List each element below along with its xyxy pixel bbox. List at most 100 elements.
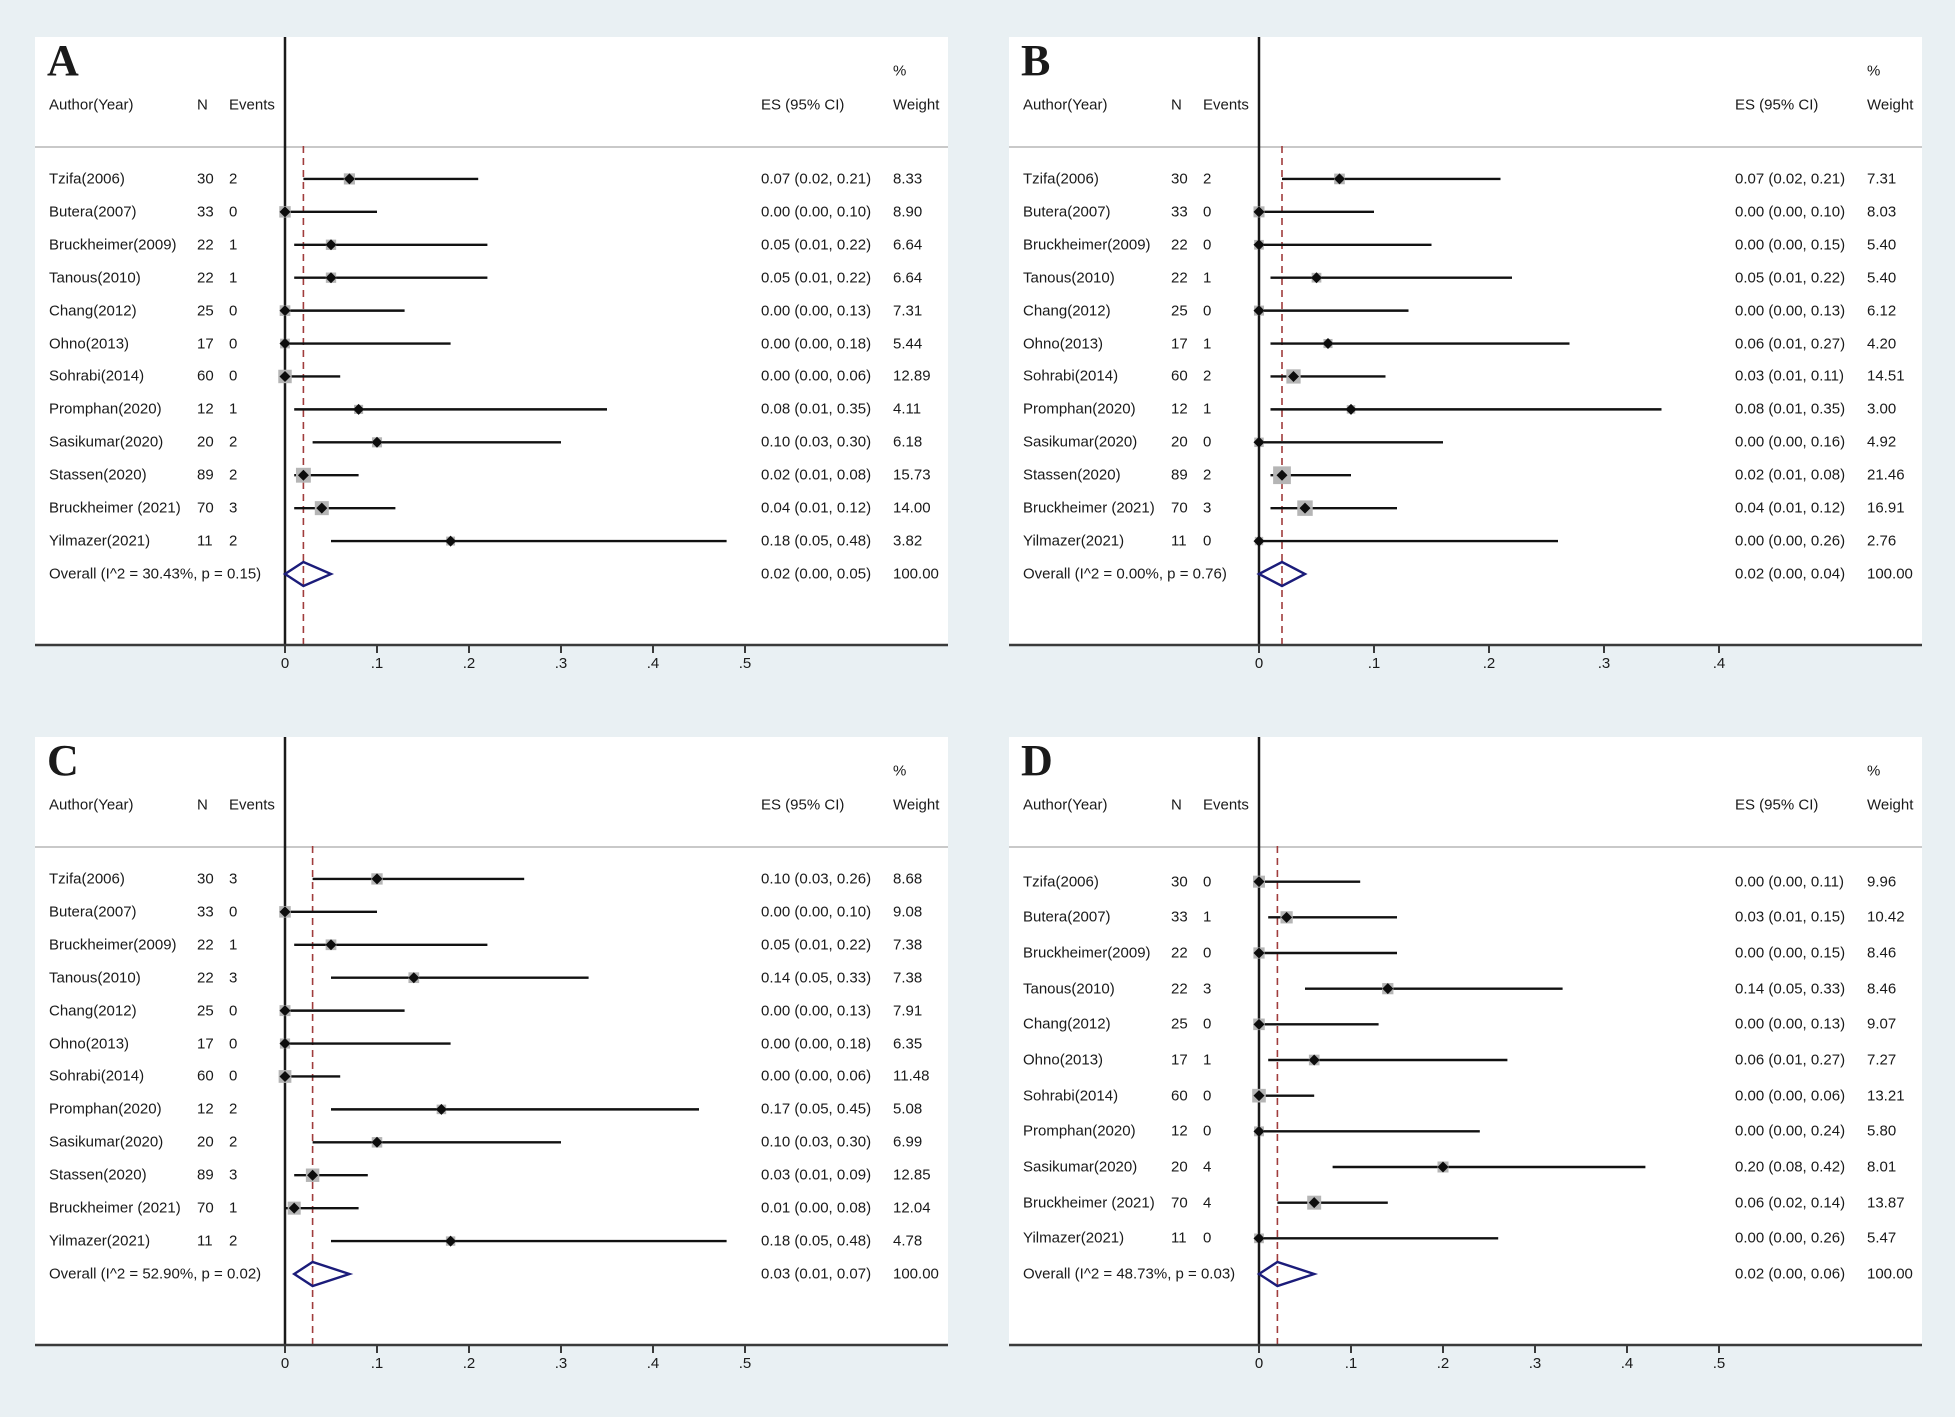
study-n: 33: [1171, 908, 1188, 926]
study-author: Bruckheimer (2021): [49, 499, 181, 517]
study-n: 17: [1171, 1051, 1188, 1069]
study-weight: 7.27: [1867, 1051, 1897, 1069]
study-n: 25: [1171, 302, 1188, 320]
study-weight: 8.33: [893, 170, 923, 188]
study-author: Bruckheimer(2009): [49, 936, 177, 954]
study-weight: 6.18: [893, 433, 923, 451]
study-n: 22: [1171, 269, 1188, 287]
study-n: 12: [197, 1100, 214, 1118]
study-es-ci: 0.00 (0.00, 0.13): [1735, 1015, 1846, 1033]
study-n: 60: [197, 1067, 214, 1085]
study-n: 33: [197, 203, 214, 221]
study-events: 2: [229, 466, 238, 484]
study-n: 17: [1171, 335, 1188, 353]
x-axis-tick-label: .4: [1621, 1355, 1634, 1372]
study-es-ci: 0.03 (0.01, 0.09): [761, 1166, 872, 1184]
overall-es-ci: 0.02 (0.00, 0.06): [1735, 1265, 1846, 1283]
point-estimate-marker: [325, 239, 337, 251]
study-author: Bruckheimer(2009): [1023, 236, 1151, 254]
point-estimate-marker: [353, 403, 365, 415]
study-events: 2: [1203, 367, 1212, 385]
study-author: Stassen(2020): [49, 466, 147, 484]
study-es-ci: 0.00 (0.00, 0.16): [1735, 433, 1846, 451]
study-weight: 11.48: [893, 1067, 930, 1085]
study-events: 3: [1203, 980, 1212, 998]
study-events: 0: [229, 1035, 238, 1053]
study-es-ci: 0.06 (0.02, 0.14): [1735, 1194, 1846, 1212]
study-n: 11: [1171, 532, 1187, 550]
study-author: Tzifa(2006): [1023, 873, 1099, 891]
study-weight: 4.78: [893, 1232, 923, 1250]
study-es-ci: 0.18 (0.05, 0.48): [761, 532, 872, 550]
point-estimate-marker: [1437, 1161, 1449, 1173]
point-estimate-marker: [371, 1136, 383, 1148]
overall-label: Overall (I^2 = 52.90%, p = 0.02): [49, 1265, 262, 1283]
study-events: 0: [1203, 1087, 1212, 1105]
study-author: Bruckheimer (2021): [1023, 1194, 1155, 1212]
column-header-weight: Weight: [893, 796, 940, 814]
overall-weight: 100.00: [1867, 565, 1913, 583]
study-author: Sasikumar(2020): [1023, 433, 1138, 451]
study-es-ci: 0.06 (0.01, 0.27): [1735, 335, 1846, 353]
point-estimate-marker: [325, 939, 337, 951]
point-estimate-marker: [288, 1202, 300, 1214]
study-events: 0: [1203, 873, 1212, 891]
study-events: 2: [229, 433, 238, 451]
study-author: Chang(2012): [1023, 302, 1111, 320]
point-estimate-marker: [1276, 469, 1288, 481]
column-header-author: Author(Year): [49, 796, 134, 814]
study-weight: 4.11: [893, 400, 922, 418]
study-events: 0: [229, 367, 238, 385]
column-header-weight: Weight: [893, 96, 940, 114]
study-weight: 12.89: [893, 367, 931, 385]
column-header-n: N: [1171, 796, 1182, 814]
panel-background: [1009, 37, 1922, 645]
column-header-percent: %: [1867, 762, 1881, 780]
panel-letter: D: [1021, 736, 1053, 785]
column-header-author: Author(Year): [1023, 796, 1108, 814]
study-weight: 4.92: [1867, 433, 1897, 451]
forest-panel-c: C Author(Year) N Events ES (95% CI) % We…: [35, 737, 948, 1397]
study-author: Chang(2012): [49, 302, 137, 320]
point-estimate-marker: [1334, 173, 1345, 185]
study-events: 2: [229, 1232, 238, 1250]
study-events: 1: [229, 936, 238, 954]
study-events: 1: [1203, 335, 1212, 353]
study-es-ci: 0.00 (0.00, 0.06): [761, 367, 872, 385]
x-axis-tick-label: .5: [1713, 1355, 1726, 1372]
study-author: Yilmazer(2021): [1023, 1229, 1125, 1247]
point-estimate-marker: [445, 1235, 457, 1247]
study-es-ci: 0.06 (0.01, 0.27): [1735, 1051, 1846, 1069]
study-author: Tanous(2010): [1023, 269, 1115, 287]
point-estimate-marker: [1311, 272, 1322, 284]
study-es-ci: 0.02 (0.01, 0.08): [1735, 466, 1846, 484]
study-es-ci: 0.14 (0.05, 0.33): [761, 969, 872, 987]
study-es-ci: 0.08 (0.01, 0.35): [1735, 400, 1846, 418]
column-header-es: ES (95% CI): [761, 96, 845, 114]
study-es-ci: 0.20 (0.08, 0.42): [1735, 1158, 1846, 1176]
study-n: 89: [197, 466, 214, 484]
study-es-ci: 0.10 (0.03, 0.30): [761, 1133, 872, 1151]
study-author: Tanous(2010): [49, 969, 141, 987]
panel-letter: A: [47, 36, 79, 85]
study-weight: 8.68: [893, 870, 923, 888]
study-events: 4: [1203, 1158, 1212, 1176]
study-author: Yilmazer(2021): [49, 1232, 151, 1250]
study-n: 11: [197, 532, 213, 550]
study-weight: 5.08: [893, 1100, 923, 1118]
column-header-author: Author(Year): [49, 96, 134, 114]
point-estimate-marker: [297, 469, 309, 481]
study-author: Butera(2007): [1023, 203, 1111, 221]
study-author: Promphan(2020): [1023, 1122, 1136, 1140]
point-estimate-marker: [1322, 338, 1334, 350]
study-author: Chang(2012): [1023, 1015, 1111, 1033]
panel-background: [35, 737, 948, 1345]
study-n: 30: [1171, 873, 1188, 891]
study-author: Sohrabi(2014): [49, 1067, 145, 1085]
overall-es-ci: 0.02 (0.00, 0.04): [1735, 565, 1846, 583]
point-estimate-marker: [371, 436, 383, 448]
study-es-ci: 0.00 (0.00, 0.06): [761, 1067, 872, 1085]
x-axis-tick-label: .1: [371, 1355, 384, 1372]
overall-es-ci: 0.03 (0.01, 0.07): [761, 1265, 872, 1283]
study-n: 89: [1171, 466, 1188, 484]
